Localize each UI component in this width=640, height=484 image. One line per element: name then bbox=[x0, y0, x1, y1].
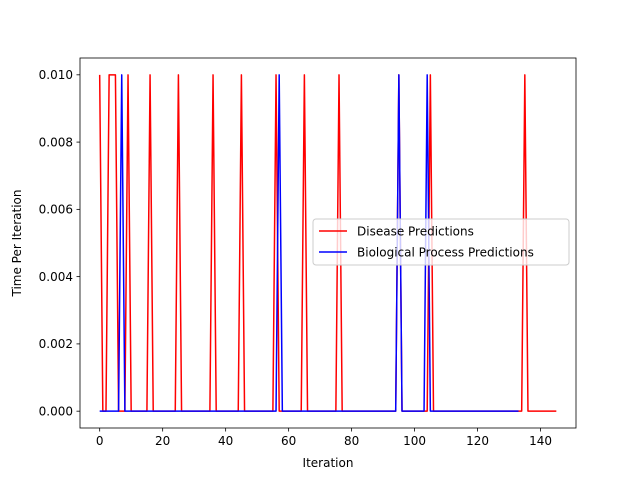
legend: Disease Predictions Biological Process P… bbox=[312, 218, 570, 266]
y-tick-label: 0.004 bbox=[39, 270, 73, 284]
plot-lines bbox=[98, 74, 557, 412]
y-tick-label: 0.008 bbox=[39, 135, 73, 149]
x-tick-label: 40 bbox=[218, 434, 233, 448]
x-tick-label: 120 bbox=[466, 434, 489, 448]
y-tick-label: 0.000 bbox=[39, 404, 73, 418]
x-tick-label: 20 bbox=[155, 434, 170, 448]
x-tick-label: 140 bbox=[529, 434, 552, 448]
x-tick-label: 0 bbox=[96, 434, 104, 448]
series-line-1 bbox=[99, 74, 519, 412]
x-tick-label: 60 bbox=[281, 434, 296, 448]
x-tick-label: 80 bbox=[344, 434, 359, 448]
y-tick-label: 0.010 bbox=[39, 68, 73, 82]
x-axis-label: Iteration bbox=[303, 456, 354, 470]
legend-label-biological-process: Biological Process Predictions bbox=[357, 246, 534, 260]
y-tick-label: 0.006 bbox=[39, 203, 73, 217]
x-axis: 0 20 40 60 80 100 120 140 bbox=[96, 428, 552, 448]
plot-area-frame bbox=[79, 57, 577, 429]
y-axis: 0.000 0.002 0.004 0.006 0.008 0.010 bbox=[39, 68, 80, 418]
x-tick-label: 100 bbox=[403, 434, 426, 448]
y-axis-label: Time Per Iteration bbox=[10, 189, 24, 297]
legend-box bbox=[312, 218, 570, 266]
y-tick-label: 0.002 bbox=[39, 337, 73, 351]
legend-label-disease: Disease Predictions bbox=[357, 225, 474, 239]
